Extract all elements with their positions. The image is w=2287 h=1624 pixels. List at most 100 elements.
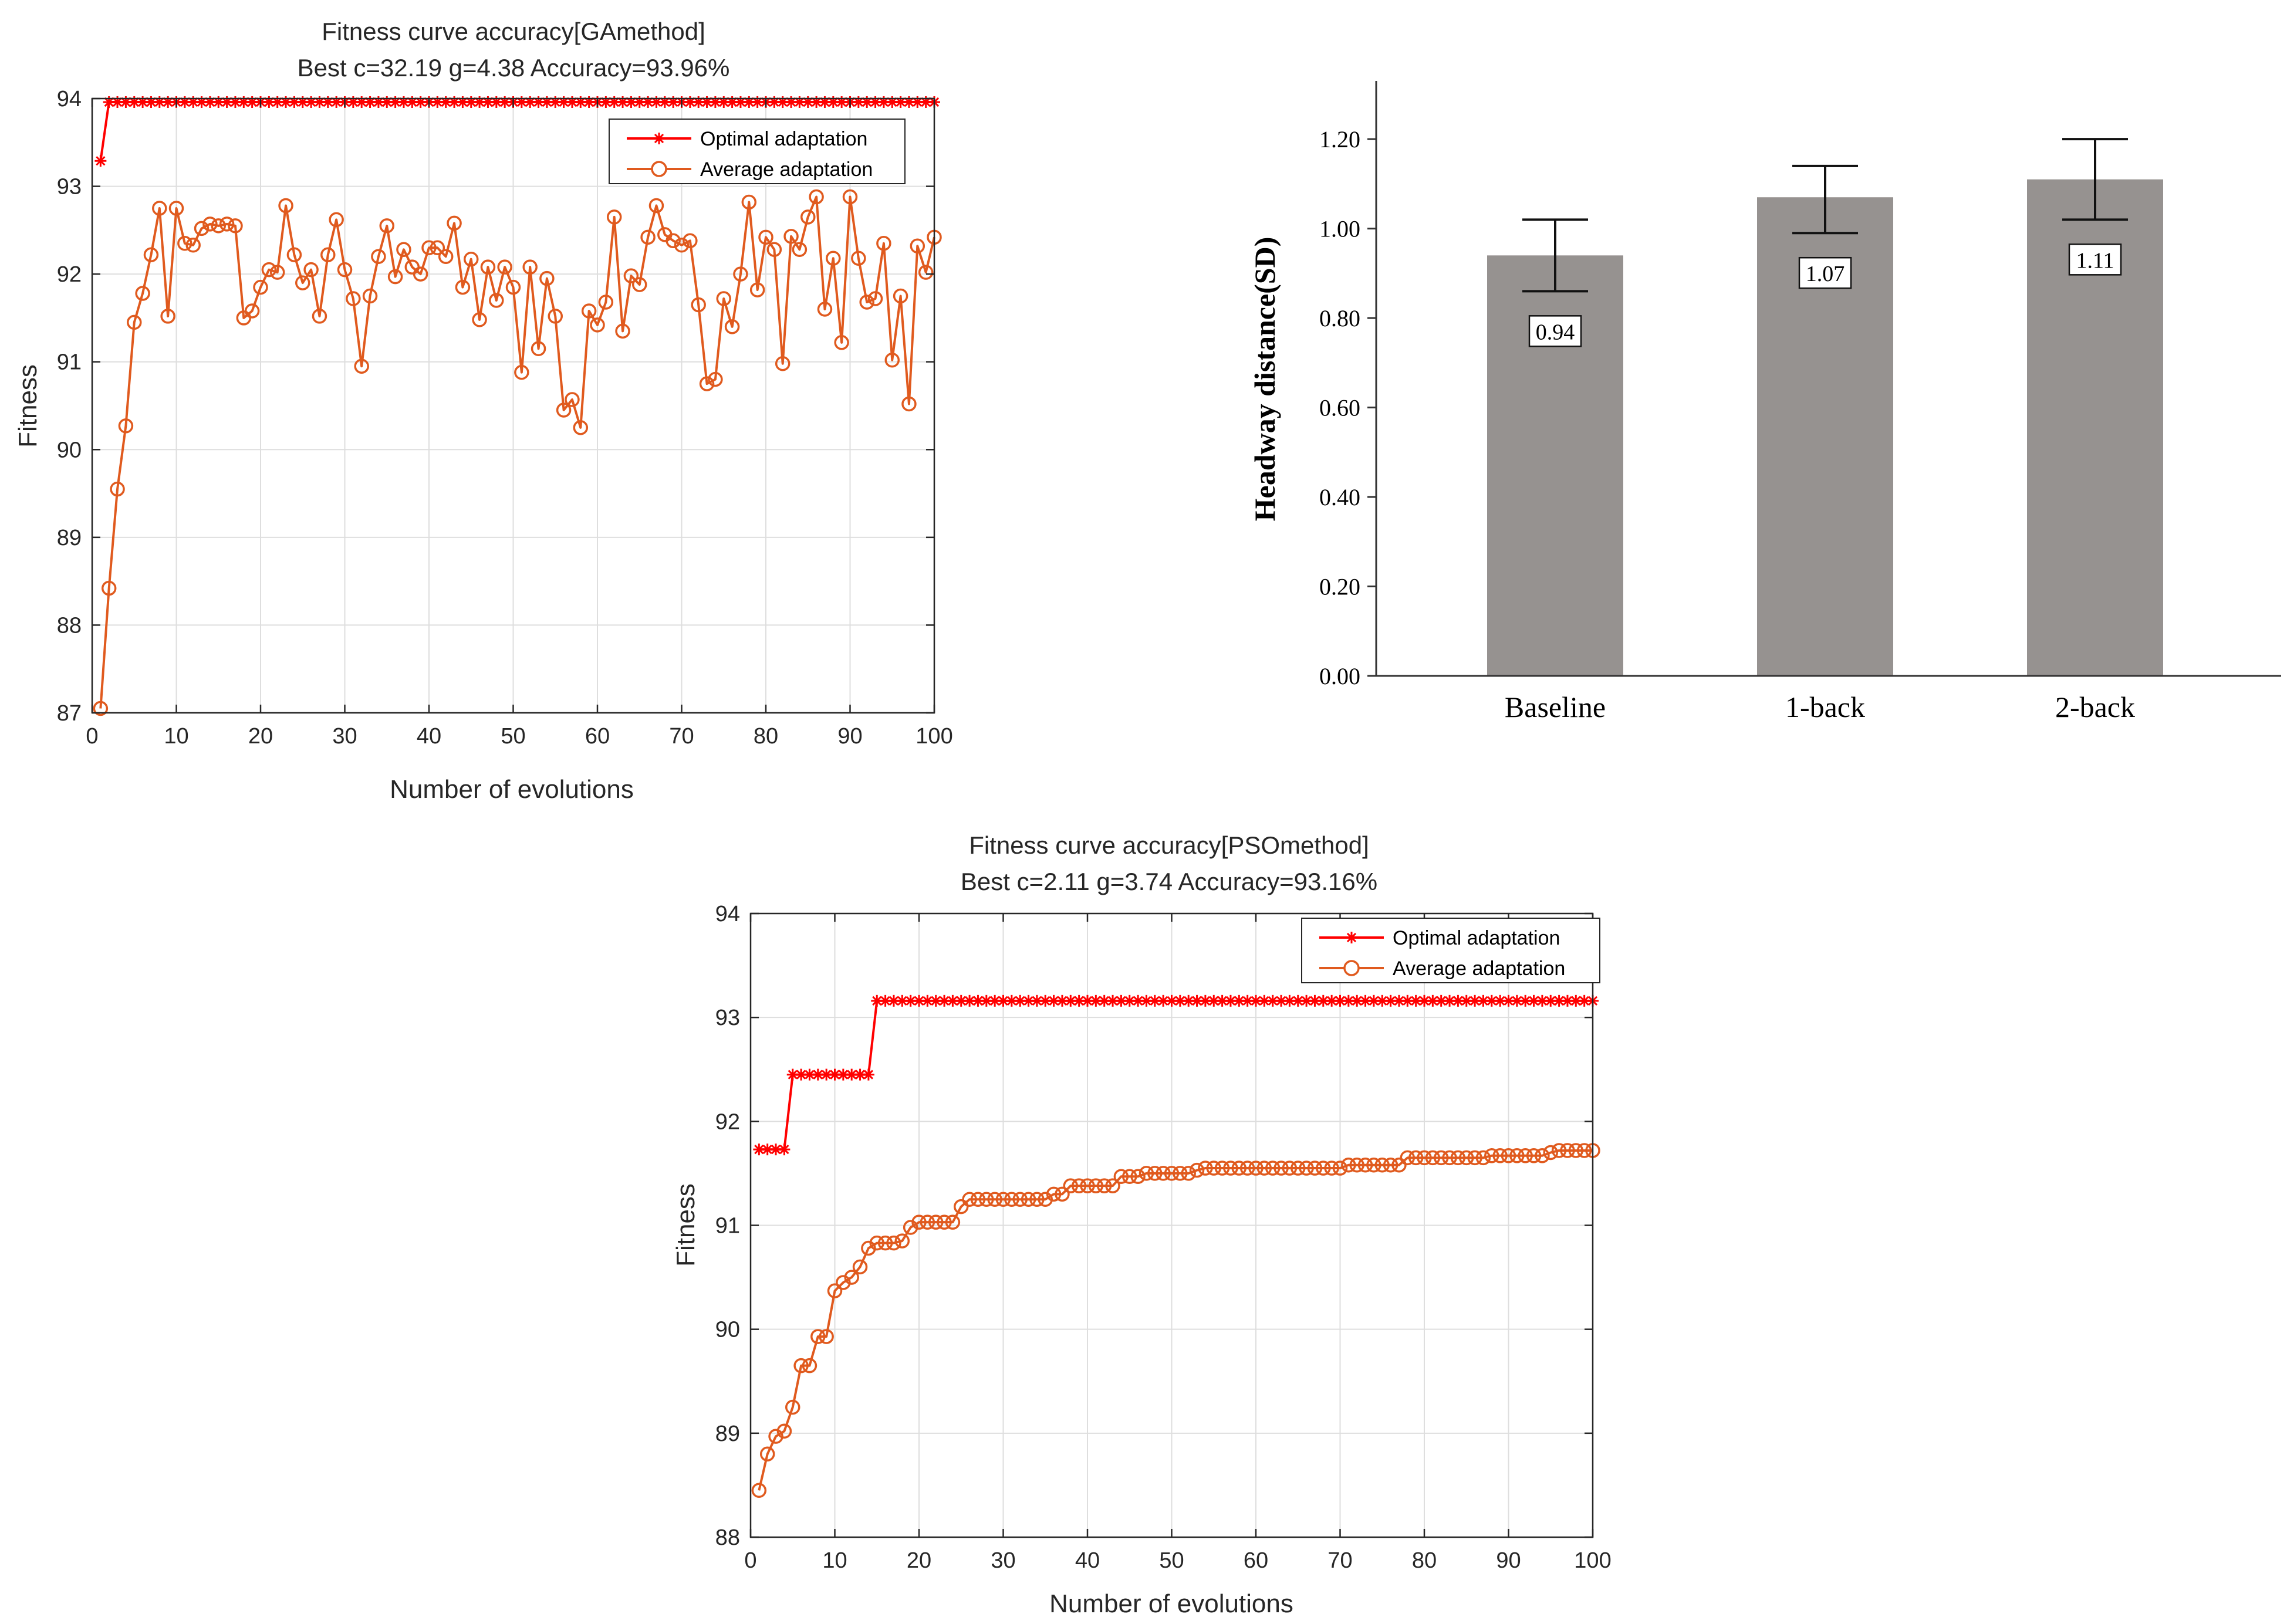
- pso-optimal-point-d2: [847, 1070, 857, 1080]
- pso-optimal-point: [1410, 994, 1422, 1007]
- pso-legend-average-label: Average adaptation: [1393, 958, 1565, 980]
- ga-average-point: [514, 364, 529, 380]
- ga-average-point: [834, 335, 849, 350]
- ga-average-point: [337, 262, 353, 278]
- ga-average-point: [489, 293, 504, 308]
- pso-x-tick-label: 20: [907, 1548, 931, 1573]
- pso-average-point: [894, 1233, 910, 1249]
- ga-optimal-point: [558, 96, 570, 108]
- ga-optimal-point: [288, 96, 300, 108]
- ga-average-point: [438, 249, 454, 264]
- pso-y-tick-label: 91: [715, 1214, 740, 1239]
- pso-optimal-point-d2: [1293, 996, 1303, 1006]
- pso-optimal-point-d2: [964, 996, 975, 1006]
- ga-optimal-point-d2: [129, 97, 139, 107]
- ga-optimal-point-d2: [458, 97, 468, 107]
- pso-average-point: [1349, 1157, 1364, 1173]
- pso-x-tick-label: 50: [1159, 1548, 1184, 1573]
- ga-optimal-point-d2: [104, 97, 114, 107]
- ga-average-point: [421, 240, 437, 256]
- ga-optimal-point-d2: [214, 97, 224, 107]
- ga-optimal-point-d2: [466, 97, 476, 107]
- pso-optimal-point: [778, 1143, 791, 1156]
- ga-optimal-point-d2: [222, 97, 232, 107]
- pso-optimal-point-d2: [1343, 996, 1353, 1006]
- ga-optimal-point: [322, 96, 334, 108]
- ga-average-point: [480, 259, 496, 275]
- ga-average-point: [219, 216, 235, 232]
- pso-optimal-point-d2: [1200, 996, 1211, 1006]
- ga-average-point: [160, 309, 175, 324]
- pso-optimal-point-d2: [1495, 996, 1505, 1006]
- pso-average-point: [844, 1270, 859, 1285]
- pso-x-tick-label: 80: [1412, 1548, 1437, 1573]
- ga-tick-labels: 0 10 20 30 40 50 60 70 80 90 100 87 88 89 90 91 92 93 94: [57, 87, 953, 749]
- ga-optimal-point-d2: [567, 97, 577, 107]
- ga-optimal-point-d2: [516, 97, 526, 107]
- pso-optimal-point-d2: [1453, 996, 1463, 1006]
- pso-optimal-point-d2: [1251, 996, 1261, 1006]
- ga-optimal-point-d2: [820, 97, 830, 107]
- pso-legend: Optimal adaptation Average adaptation: [1301, 918, 1600, 983]
- ga-optimal-point-d2: [694, 97, 704, 107]
- ga-optimal-point-d2: [398, 97, 409, 107]
- headway-value-label-box: [1798, 256, 1852, 289]
- pso-fitness-chart: Fitness curve accuracy[PSOmethod] Best c…: [671, 831, 1612, 1618]
- ga-average-point: [800, 209, 816, 225]
- ga-average-line: [99, 195, 935, 709]
- pso-optimal-point-d2: [1436, 996, 1446, 1006]
- ga-average-point: [472, 312, 487, 327]
- ga-average-point: [733, 266, 748, 282]
- ga-x-tick-label: 30: [332, 724, 357, 749]
- pso-optimal-point-d2: [1512, 996, 1522, 1006]
- pso-y-tick-label: 92: [715, 1109, 740, 1134]
- pso-average-point: [1518, 1148, 1533, 1163]
- pso-average-point: [1576, 1143, 1592, 1158]
- ga-optimal-point-d2: [348, 97, 358, 107]
- pso-x-tick-label: 70: [1327, 1548, 1352, 1573]
- pso-optimal-point-d2: [1562, 996, 1573, 1006]
- ga-plot-area: [93, 96, 942, 716]
- pso-average-point: [962, 1192, 977, 1207]
- ga-optimal-point-d2: [180, 97, 190, 107]
- ga-average-point: [505, 279, 521, 295]
- ga-average-point: [253, 279, 268, 295]
- pso-average-point: [869, 1235, 884, 1251]
- pso-average-point: [810, 1329, 826, 1344]
- ga-average-point: [110, 481, 125, 497]
- ga-legend-optimal-label: Optimal adaptation: [700, 128, 867, 150]
- headway-plot-area: 0.94 1.07 1.11: [1487, 138, 2163, 676]
- pso-average-point: [945, 1214, 961, 1230]
- pso-optimal-point: [1469, 994, 1481, 1007]
- pso-optimal-point-d2: [822, 1070, 832, 1080]
- pso-optimal-point-d2: [1403, 996, 1413, 1006]
- ga-optimal-point-d2: [559, 97, 569, 107]
- pso-optimal-point-d2: [998, 996, 1008, 1006]
- pso-optimal-point-d2: [813, 1070, 823, 1080]
- ga-chart-subtitle: Best c=32.19 g=4.38 Accuracy=93.96%: [298, 54, 730, 82]
- ga-average-point: [708, 371, 723, 387]
- ga-average-point: [918, 265, 934, 280]
- ga-x-tick-label: 100: [916, 724, 952, 749]
- pso-optimal-point: [820, 1068, 833, 1081]
- pso-optimal-point-d2: [1217, 996, 1227, 1006]
- ga-y-tick-label: 88: [57, 613, 82, 638]
- pso-optimal-point-d2: [1082, 996, 1093, 1006]
- ga-optimal-point-d2: [382, 97, 392, 107]
- pso-plot-area: [751, 994, 1600, 1498]
- pso-optimal-point: [1545, 994, 1557, 1007]
- ga-average-point: [775, 356, 791, 371]
- ga-optimal-point-d2: [735, 97, 746, 107]
- pso-optimal-point-d2: [1394, 996, 1404, 1006]
- pso-x-tick-label: 40: [1075, 1548, 1100, 1573]
- ga-optimal-point-d2: [449, 97, 460, 107]
- pso-average-point: [1063, 1178, 1079, 1193]
- pso-optimal-point-d2: [889, 996, 899, 1006]
- ga-average-point: [766, 242, 782, 258]
- pso-average-point: [1147, 1166, 1163, 1181]
- pso-optimal-point-d2: [1521, 996, 1531, 1006]
- pso-optimal-point-d2: [1487, 996, 1496, 1006]
- pso-optimal-point: [1283, 994, 1296, 1007]
- ga-average-point: [447, 215, 462, 231]
- ga-x-tick-label: 50: [501, 724, 525, 749]
